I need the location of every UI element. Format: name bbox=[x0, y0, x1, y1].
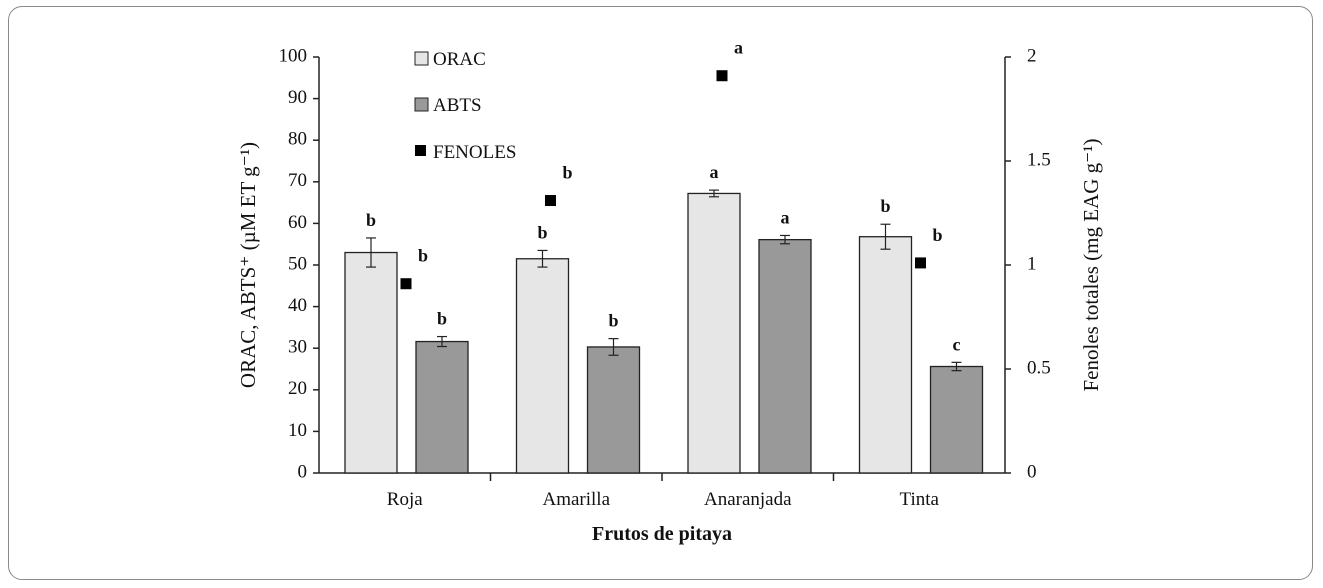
right-tick-group: 0 0.5 1 1.5 2 bbox=[1005, 45, 1051, 482]
marker-fenoles bbox=[716, 70, 728, 82]
category-label: Anaranjada bbox=[704, 489, 792, 510]
significance-letter-fenoles: b bbox=[418, 246, 428, 266]
legend-label-fenoles: FENOLES bbox=[433, 142, 516, 163]
significance-letter-abts: a bbox=[781, 207, 790, 227]
right-tick-label: 1.5 bbox=[1027, 149, 1051, 170]
significance-letter-abts: c bbox=[953, 334, 961, 354]
legend-swatch-orac bbox=[414, 51, 429, 66]
left-tick-label: 60 bbox=[288, 212, 307, 233]
significance-letter-fenoles: b bbox=[563, 163, 573, 183]
significance-letter-orac: b bbox=[537, 222, 547, 242]
significance-letter-orac: a bbox=[710, 162, 719, 182]
bar-abts bbox=[586, 346, 641, 474]
bar-abts bbox=[929, 365, 984, 474]
right-tick-label: 0 bbox=[1027, 461, 1037, 482]
significance-letter-fenoles: b bbox=[933, 225, 943, 245]
left-tick-label: 10 bbox=[288, 420, 307, 441]
left-tick-label: 80 bbox=[288, 129, 307, 150]
bars-group: b b b b a a b c bbox=[344, 162, 984, 474]
legend-swatch-abts bbox=[414, 97, 429, 112]
bar-orac bbox=[515, 258, 570, 474]
left-tick-label: 70 bbox=[288, 170, 307, 191]
left-tick-label: 40 bbox=[288, 295, 307, 316]
bar-orac bbox=[687, 192, 741, 474]
left-axis-title: ORAC, ABTS⁺ (µM ET g⁻¹) bbox=[236, 142, 260, 388]
significance-letter-orac: b bbox=[880, 196, 890, 216]
significance-letter-orac: b bbox=[366, 210, 376, 230]
legend-label-abts: ABTS bbox=[433, 95, 482, 116]
marker-fenoles bbox=[545, 195, 556, 207]
marker-fenoles bbox=[400, 278, 412, 290]
significance-letter-fenoles: a bbox=[734, 38, 743, 58]
legend: ORAC ABTS FENOLES bbox=[414, 49, 516, 163]
category-tick-group: Roja Amarilla Anaranjada Tinta bbox=[387, 473, 940, 510]
marker-fenoles bbox=[915, 257, 926, 269]
significance-letter-abts: b bbox=[437, 309, 447, 329]
bar-abts bbox=[758, 238, 812, 474]
left-tick-label: 90 bbox=[288, 87, 307, 108]
right-axis-title: Fenoles totales (mg EAG g⁻¹) bbox=[1079, 138, 1103, 391]
significance-letter-abts: b bbox=[608, 311, 618, 331]
bar-abts bbox=[415, 340, 469, 474]
category-label: Roja bbox=[387, 489, 423, 510]
category-label: Amarilla bbox=[542, 489, 610, 510]
left-tick-label: 20 bbox=[288, 378, 307, 399]
left-tick-label: 30 bbox=[288, 337, 307, 358]
left-tick-label: 0 bbox=[298, 461, 308, 482]
bar-orac bbox=[344, 251, 398, 474]
left-tick-label: 50 bbox=[288, 253, 307, 274]
left-tick-label: 100 bbox=[279, 45, 308, 66]
x-axis-title: Frutos de pitaya bbox=[592, 523, 732, 545]
markers-group: b b a b bbox=[400, 38, 943, 290]
legend-label-orac: ORAC bbox=[433, 49, 486, 70]
left-tick-group: 0 10 20 30 40 50 60 70 80 90 100 bbox=[279, 45, 319, 482]
chart-frame bbox=[8, 6, 1313, 580]
legend-swatch-fenoles bbox=[415, 145, 426, 156]
right-tick-label: 2 bbox=[1027, 45, 1037, 66]
right-tick-label: 0.5 bbox=[1027, 357, 1051, 378]
category-label: Tinta bbox=[900, 489, 940, 510]
bar-orac bbox=[858, 236, 913, 474]
right-tick-label: 1 bbox=[1027, 253, 1037, 274]
